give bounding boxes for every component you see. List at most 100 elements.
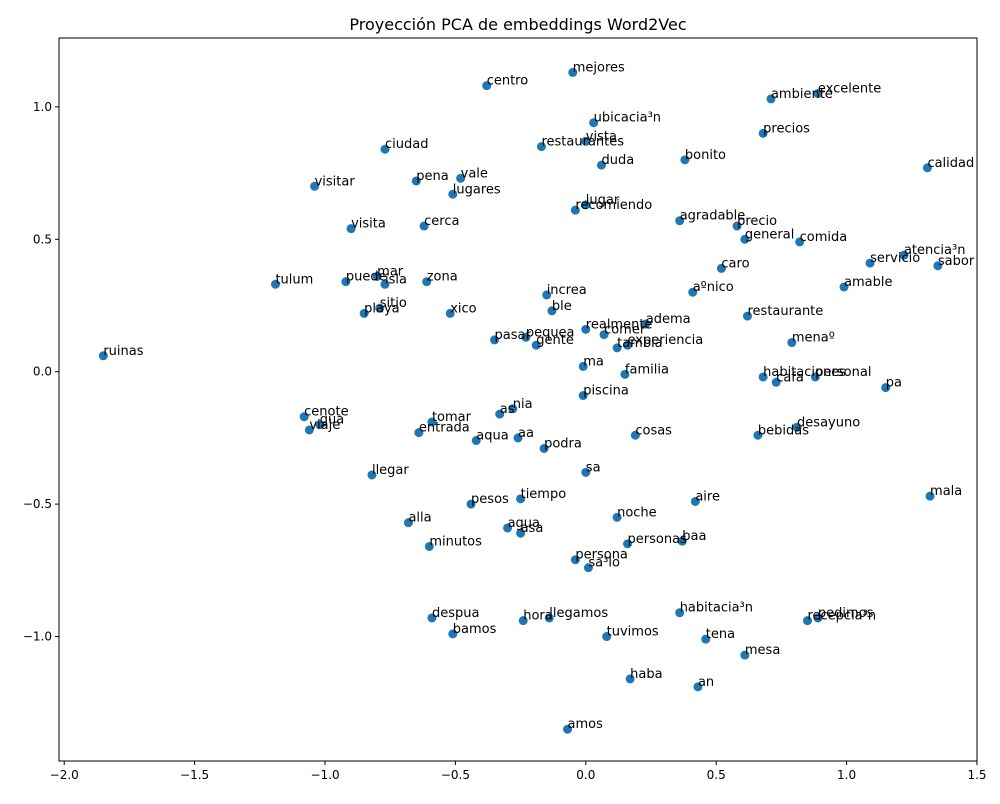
data-point	[641, 319, 651, 329]
data-point	[740, 234, 750, 244]
data-point	[583, 563, 593, 573]
data-point	[521, 332, 531, 342]
data-point	[581, 200, 591, 210]
data-point	[495, 409, 505, 419]
data-point	[422, 277, 432, 287]
data-point	[693, 682, 703, 692]
point-label: experiencia	[628, 333, 704, 348]
data-point	[375, 303, 385, 313]
point-label: ma	[583, 354, 604, 369]
data-point	[795, 237, 805, 247]
point-label: vista	[586, 129, 617, 144]
point-label: hora	[523, 609, 553, 624]
data-point	[625, 674, 635, 684]
data-point	[544, 613, 554, 623]
point-label: llegamos	[549, 606, 608, 621]
point-label: mala	[930, 484, 962, 499]
data-point	[315, 420, 325, 430]
data-point	[623, 539, 633, 549]
data-point	[602, 632, 612, 642]
data-point	[536, 142, 546, 152]
data-point	[675, 608, 685, 618]
point-label: sitio	[380, 296, 407, 311]
data-point	[758, 372, 768, 382]
point-label: zona	[427, 270, 458, 285]
point-label: atencia³n	[904, 243, 965, 258]
data-point	[531, 340, 541, 350]
axis-ticks: −2.0 −1.5 −1.0 −0.5 0.0 0.5 1.0 1.5 −1.0 −0.5 0.0 0…	[23, 100, 987, 782]
point-label: duda	[601, 153, 634, 168]
data-point	[578, 391, 588, 401]
point-label: as	[500, 402, 515, 417]
point-label: precios	[763, 121, 810, 136]
data-point	[925, 491, 935, 501]
point-label: despua	[432, 606, 479, 621]
point-label: vale	[461, 166, 488, 181]
point-label: xico	[450, 301, 476, 316]
point-label: sabor	[938, 254, 975, 269]
point-label: agradable	[680, 209, 746, 224]
data-point	[427, 613, 437, 623]
data-point	[414, 428, 424, 438]
point-label: mesa	[745, 643, 780, 658]
point-label: increa	[547, 283, 587, 298]
data-point	[612, 512, 622, 522]
data-point	[310, 181, 320, 191]
point-label: lugares	[453, 182, 501, 197]
data-point	[419, 221, 429, 231]
data-point	[445, 308, 455, 318]
point-label: mejores	[573, 60, 625, 75]
data-points	[98, 67, 943, 734]
data-point	[513, 433, 523, 443]
data-point	[563, 724, 573, 734]
data-point	[98, 351, 108, 361]
x-tick-label: −1.5	[180, 768, 209, 782]
data-point	[589, 118, 599, 128]
data-point	[922, 163, 932, 173]
point-label: tulum	[275, 272, 313, 287]
point-label: caro	[721, 256, 749, 271]
point-label: pequea	[526, 325, 575, 340]
point-label: cosas	[635, 423, 672, 438]
point-label: puede	[346, 270, 387, 285]
point-label: sa	[586, 460, 601, 475]
point-label: tomar	[432, 410, 472, 425]
data-point	[516, 494, 526, 504]
point-label: visita	[351, 217, 386, 232]
point-label: ciudad	[385, 137, 428, 152]
point-label: familia	[625, 362, 669, 377]
data-point	[623, 340, 633, 350]
point-label: minutos	[429, 534, 482, 549]
data-point	[516, 528, 526, 538]
data-point	[758, 128, 768, 138]
point-label: cenote	[304, 405, 348, 420]
point-label: nia	[513, 397, 533, 412]
x-tick-label: 1.5	[967, 768, 986, 782]
data-point	[581, 136, 591, 146]
point-label: playa	[364, 301, 400, 316]
point-label: visitar	[315, 174, 356, 189]
data-point	[299, 412, 309, 422]
point-label: aire	[695, 489, 720, 504]
point-label: pedimos	[818, 606, 874, 621]
point-label: habitaciones	[763, 365, 846, 380]
point-label: precio	[737, 214, 777, 229]
data-point	[542, 290, 552, 300]
data-point	[677, 536, 687, 546]
point-label: ble	[552, 299, 572, 314]
data-point	[403, 518, 413, 528]
point-label: an	[698, 675, 714, 690]
data-point	[547, 306, 557, 316]
data-point	[740, 650, 750, 660]
point-label: gua	[320, 413, 344, 428]
point-label: mar	[377, 264, 404, 279]
point-label: desayuno	[797, 415, 860, 430]
data-point	[701, 634, 711, 644]
point-label: ambiente	[771, 87, 833, 102]
x-tick-label: 0.5	[707, 768, 726, 782]
data-point	[448, 629, 458, 639]
data-point	[599, 330, 609, 340]
point-label: restaurante	[748, 304, 824, 319]
